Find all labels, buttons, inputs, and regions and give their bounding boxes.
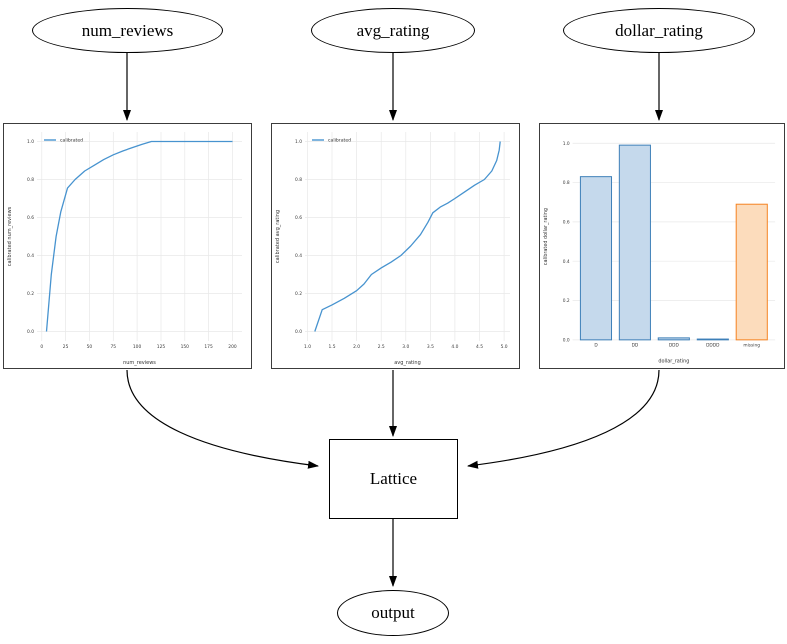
- svg-text:4.5: 4.5: [476, 344, 483, 350]
- svg-text:0.0: 0.0: [563, 337, 570, 343]
- svg-text:calibrated: calibrated: [328, 138, 351, 144]
- node-output: output: [337, 590, 449, 636]
- svg-text:0.4: 0.4: [295, 253, 302, 259]
- svg-text:0.2: 0.2: [563, 298, 570, 304]
- svg-text:0.2: 0.2: [295, 291, 302, 297]
- svg-text:calibrated: calibrated: [60, 138, 83, 144]
- svg-text:175: 175: [204, 344, 213, 350]
- svg-text:1.0: 1.0: [295, 139, 302, 145]
- svg-text:dollar_rating: dollar_rating: [658, 359, 689, 365]
- svg-text:DDD: DDD: [669, 343, 680, 349]
- svg-text:calibrated avg_rating: calibrated avg_rating: [275, 210, 281, 263]
- svg-text:DD: DD: [632, 343, 639, 349]
- svg-text:missing: missing: [743, 343, 760, 349]
- node-avg-rating: avg_rating: [311, 8, 475, 53]
- svg-text:0.4: 0.4: [27, 253, 34, 259]
- edge-chart1-to-lattice: [126, 369, 319, 469]
- svg-text:0.6: 0.6: [295, 215, 302, 221]
- svg-text:1.5: 1.5: [329, 344, 336, 350]
- edge-chart3-to-lattice: [467, 369, 660, 469]
- svg-text:200: 200: [228, 344, 237, 350]
- svg-text:2.5: 2.5: [378, 344, 385, 350]
- svg-text:4.0: 4.0: [451, 344, 458, 350]
- svg-text:150: 150: [181, 344, 190, 350]
- svg-text:125: 125: [157, 344, 166, 350]
- calibration-chart-avg-rating: 1.0 1.5 2.0 2.5 3.0 3.5 4.0 4.5 5.0 0.0 0.2 0.4 0.6 0…: [271, 123, 520, 369]
- node-dollar-rating-label: dollar_rating: [615, 20, 703, 40]
- svg-text:3.5: 3.5: [427, 344, 434, 350]
- node-num-reviews: num_reviews: [32, 8, 223, 53]
- svg-text:5.0: 5.0: [501, 344, 508, 350]
- svg-text:75: 75: [111, 344, 117, 350]
- svg-text:0.6: 0.6: [563, 219, 570, 225]
- calibration-chart-dollar-rating: D DD DDD DDDD missing 0.0 0.2 0.4 0.6 0.8 1.0 dolla…: [539, 123, 785, 369]
- calibration-chart-num-reviews: 0 25 50 75 100 125 150 175 200 0.0 0.2 0.4 0.6 0.8 1.0…: [3, 123, 252, 369]
- svg-text:num_reviews: num_reviews: [123, 360, 156, 366]
- svg-text:0: 0: [40, 344, 43, 350]
- node-output-label: output: [371, 603, 415, 622]
- calibration-chart-dollar-rating-svg: D DD DDD DDDD missing0.00.20.40.60.81.0dolla…: [543, 141, 776, 365]
- svg-text:0.0: 0.0: [295, 329, 302, 335]
- svg-text:avg_rating: avg_rating: [394, 360, 421, 366]
- calibration-chart-avg-rating-svg: 1.0 1.5 2.0 2.5 3.0 3.5 4.0 4.5 5.0 0.0 0.2 0.4 0.6 0…: [275, 132, 510, 366]
- calibration-chart-num-reviews-svg: 0 25 50 75 100 125 150 175 200 0.0 0.2 0.4 0.6 0.8 1.0…: [7, 132, 242, 366]
- svg-text:0.2: 0.2: [27, 291, 34, 297]
- svg-text:0.4: 0.4: [563, 259, 570, 265]
- svg-text:1.0: 1.0: [563, 141, 570, 147]
- svg-text:calibrated dollar_rating: calibrated dollar_rating: [543, 208, 549, 265]
- node-avg-rating-label: avg_rating: [356, 20, 430, 40]
- svg-text:calibrated num_reviews: calibrated num_reviews: [7, 206, 13, 266]
- svg-text:100: 100: [133, 344, 142, 350]
- svg-text:2.0: 2.0: [353, 344, 360, 350]
- svg-text:3.0: 3.0: [402, 344, 409, 350]
- node-lattice-label: Lattice: [369, 469, 418, 488]
- svg-text:50: 50: [87, 344, 93, 350]
- svg-text:25: 25: [63, 344, 69, 350]
- svg-text:1.0: 1.0: [27, 139, 34, 145]
- svg-text:DDDD: DDDD: [706, 343, 720, 349]
- node-num-reviews-label: num_reviews: [81, 20, 174, 40]
- svg-text:0.0: 0.0: [27, 329, 34, 335]
- svg-text:0.8: 0.8: [27, 177, 34, 183]
- svg-text:0.6: 0.6: [27, 215, 34, 221]
- svg-text:0.8: 0.8: [563, 180, 570, 186]
- svg-text:0.8: 0.8: [295, 177, 302, 183]
- svg-text:1.0: 1.0: [304, 344, 311, 350]
- node-lattice: Lattice: [329, 439, 458, 519]
- svg-text:D: D: [594, 343, 598, 349]
- node-dollar-rating: dollar_rating: [563, 8, 755, 53]
